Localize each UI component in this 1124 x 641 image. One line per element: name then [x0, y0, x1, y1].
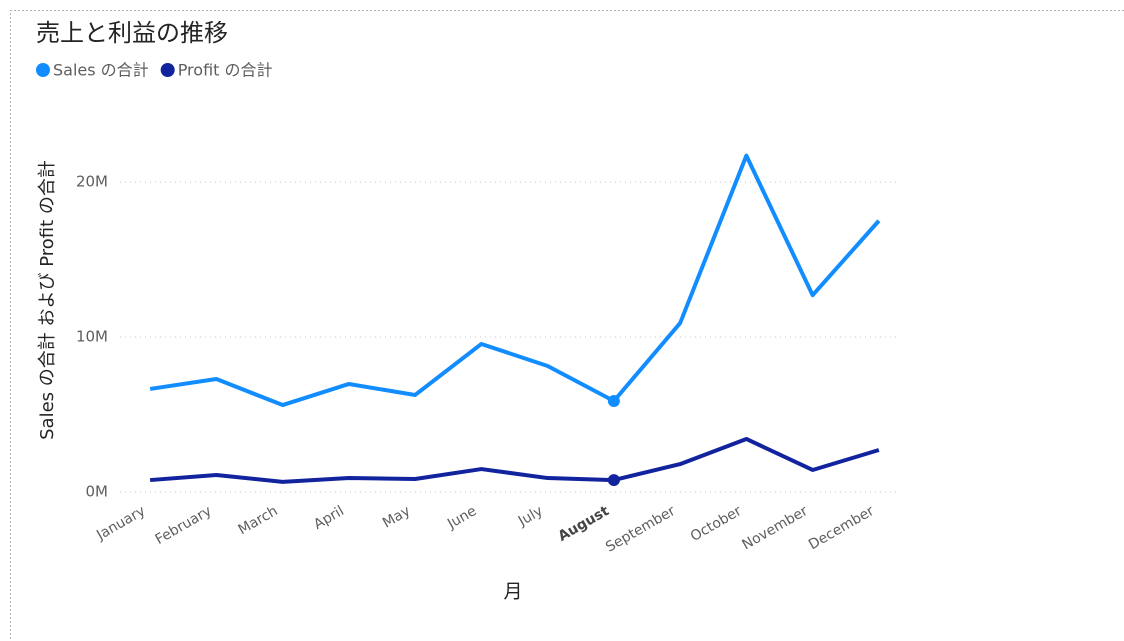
x-tick-label: March: [236, 503, 281, 538]
x-tick-label: April: [311, 503, 347, 533]
legend-label: Sales の合計: [53, 61, 149, 80]
x-tick-label: May: [380, 503, 413, 531]
line: [149, 436, 880, 484]
y-tick-label: 0M: [86, 483, 109, 501]
legend-marker: [36, 63, 50, 77]
legend-label: Profit の合計: [178, 61, 273, 80]
chart-title: 売上と利益の推移: [36, 19, 228, 47]
x-tick-label: July: [515, 503, 546, 530]
x-tick-label: June: [444, 503, 479, 533]
x-tick-label: February: [153, 503, 215, 548]
x-tick-label: October: [688, 503, 745, 545]
x-tick-label: August: [556, 503, 613, 545]
legend-marker: [160, 63, 175, 77]
x-tick-label: January: [93, 503, 148, 544]
y-tick-label: 10M: [76, 328, 108, 346]
highlight-point: [607, 395, 620, 408]
x-tick-label: November: [740, 503, 811, 553]
x-tick-label: September: [603, 503, 678, 556]
y-tick-label: 20M: [76, 173, 108, 191]
visual-border: [10, 10, 1124, 641]
x-axis-title: 月: [503, 581, 522, 603]
highlight-point: [607, 474, 620, 487]
y-axis-title: Sales の合計 および Profit の合計: [37, 160, 58, 440]
x-tick-label: December: [806, 503, 877, 553]
line: [149, 153, 881, 408]
